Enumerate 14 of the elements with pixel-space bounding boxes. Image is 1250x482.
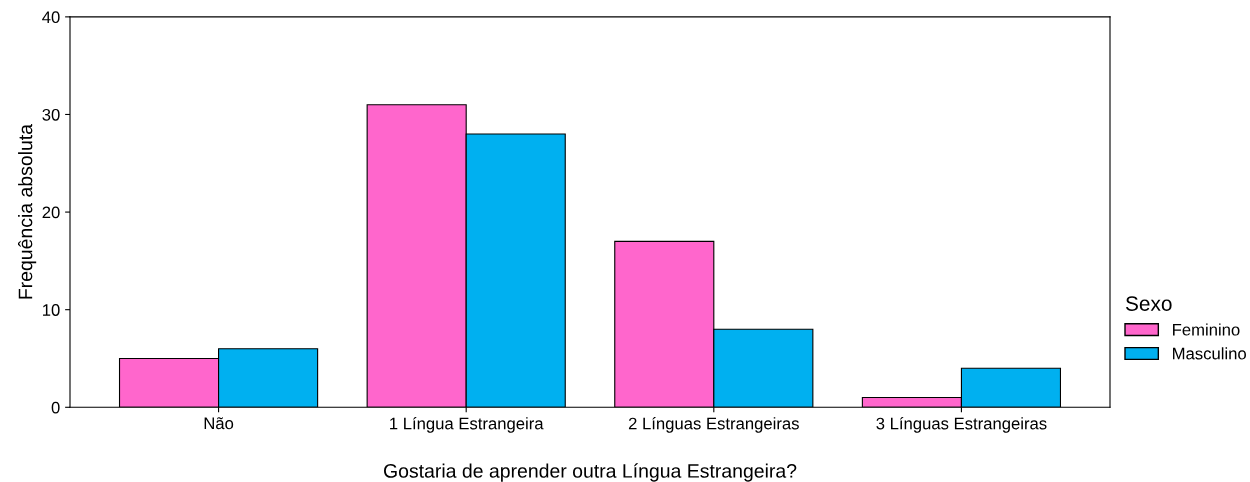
y-tick-label: 20 — [42, 206, 60, 219]
y-tick-label: 40 — [42, 11, 60, 24]
y-tick-label: 30 — [42, 108, 60, 121]
legend-title: Sexo — [1125, 296, 1172, 311]
x-axis-title: Gostaria de aprender outra Língua Estrangeira? — [384, 463, 797, 482]
x-tick-label: 2 Línguas Estrangeiras — [628, 417, 799, 433]
x-tick-label: Não — [204, 417, 234, 430]
y-tick-label: 0 — [51, 401, 60, 414]
y-axis-title: Frequência absoluta — [18, 123, 37, 299]
x-tick-label: 3 Línguas Estrangeiras — [876, 417, 1047, 433]
legend-label: Masculino — [1173, 347, 1246, 360]
y-tick-label: 10 — [43, 304, 60, 316]
legend-label: Feminino — [1173, 323, 1240, 336]
x-tick-label: 1 Língua Estrangeira — [390, 417, 544, 433]
